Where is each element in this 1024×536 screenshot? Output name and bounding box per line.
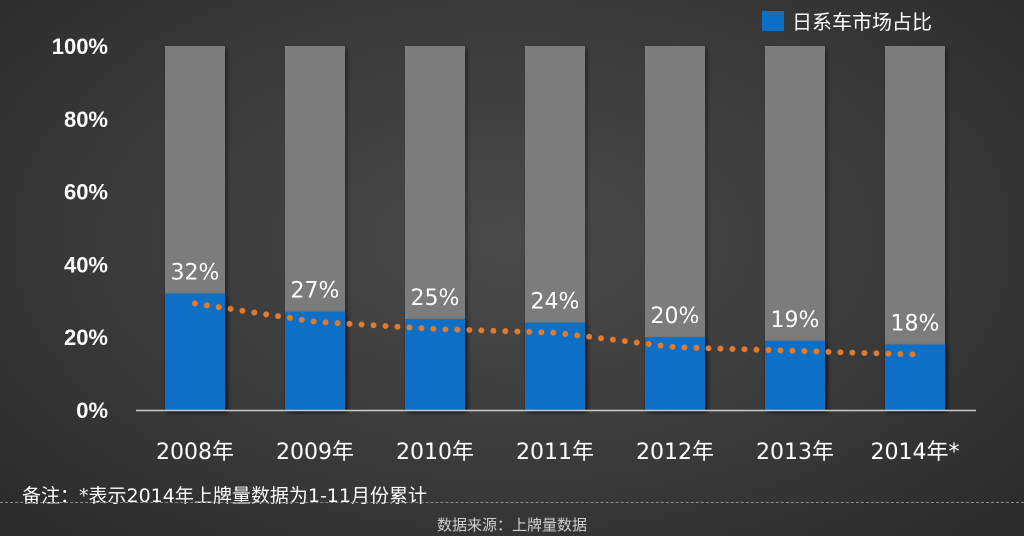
data-labels: 32% 27% 25% 24% 20% 19% 18% (171, 261, 940, 337)
series-bar (285, 311, 345, 410)
x-tick-label: 2009年 (276, 440, 354, 465)
data-label: 25% (411, 286, 460, 311)
footnote: 备注：*表示2014年上牌量数据为1-11月份累计 (22, 485, 427, 507)
series-bar (405, 319, 465, 410)
x-tick-label: 2011年 (516, 440, 594, 465)
data-label: 20% (651, 304, 700, 329)
y-tick-label: 40% (64, 252, 108, 277)
data-label: 19% (771, 308, 820, 333)
y-tick-label: 20% (64, 325, 108, 350)
data-label: 18% (891, 311, 940, 336)
y-tick-label: 100% (52, 34, 108, 59)
trend-line (192, 300, 918, 358)
data-label: 27% (291, 279, 340, 304)
x-tick-label: 2013年 (756, 440, 834, 465)
legend-swatch (762, 11, 784, 31)
legend-label: 日系车市场占比 (792, 10, 932, 34)
x-tick-label: 2014年* (871, 440, 960, 465)
series-bar (165, 293, 225, 410)
x-tick-label: 2010年 (396, 440, 474, 465)
y-axis-ticks: 0% 20% 40% 60% 80% 100% (52, 34, 108, 423)
y-tick-label: 80% (64, 107, 108, 132)
legend: 日系车市场占比 (762, 10, 932, 34)
y-tick-label: 0% (76, 398, 108, 423)
series-bars (165, 293, 945, 410)
trend-line-path (192, 300, 918, 358)
x-axis-labels: 2008年 2009年 2010年 2011年 2012年 2013年 2014年* (156, 440, 960, 465)
x-tick-label: 2008年 (156, 440, 234, 465)
x-tick-label: 2012年 (636, 440, 714, 465)
data-source: 数据来源：上牌量数据 (436, 516, 587, 534)
footer-divider (0, 502, 1024, 503)
data-label: 24% (531, 290, 580, 315)
data-label: 32% (171, 261, 220, 286)
y-tick-label: 60% (64, 180, 108, 205)
